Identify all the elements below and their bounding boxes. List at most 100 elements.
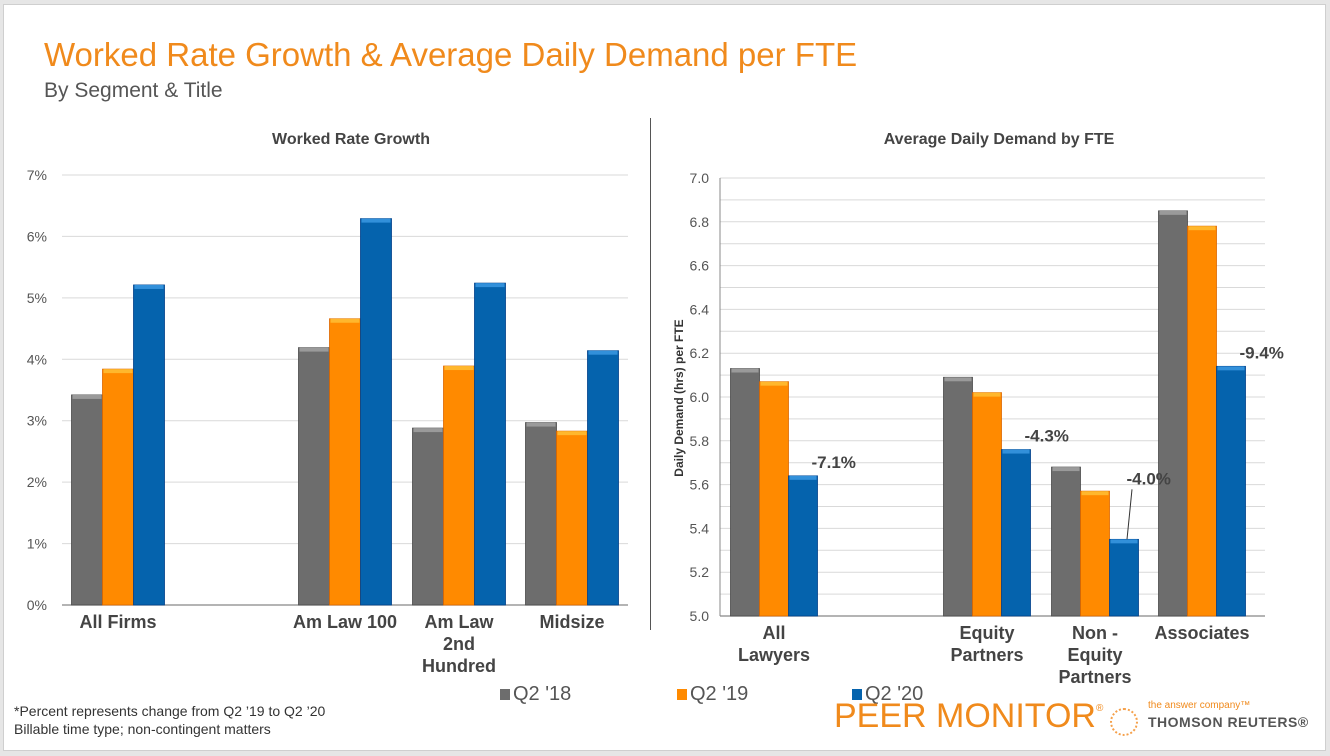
bar-top-highlight xyxy=(413,428,443,433)
x-category-label: Midsize xyxy=(539,612,604,632)
y-axis-title: Daily Demand (hrs) per FTE xyxy=(672,319,686,476)
y-tick-label: 5% xyxy=(27,290,47,306)
x-category-label: 2nd xyxy=(443,634,475,654)
thomson-reuters-dotted-circle-icon xyxy=(1110,708,1138,736)
bar-q220 xyxy=(133,284,165,606)
y-tick-label: 6.0 xyxy=(690,389,710,405)
x-category-label: Non - xyxy=(1072,623,1118,643)
bar-top-highlight xyxy=(588,350,618,355)
bar-top-highlight xyxy=(760,381,788,386)
bar-top-highlight xyxy=(330,318,360,323)
tagline: the answer company™ xyxy=(1148,700,1251,711)
bar-top-highlight xyxy=(1002,449,1030,454)
bar-q218 xyxy=(1158,210,1188,617)
bar-top-highlight xyxy=(444,366,474,371)
y-tick-label: 7.0 xyxy=(690,170,710,186)
x-category-label: Am Law 100 xyxy=(293,612,397,632)
legend-label: Q2 '18 xyxy=(513,683,572,705)
bar-q220 xyxy=(1109,538,1139,617)
page-subtitle: By Segment & Title xyxy=(44,79,223,102)
bar-top-highlight xyxy=(1052,467,1080,472)
x-category-label: Equity xyxy=(959,623,1014,643)
y-tick-label: 3% xyxy=(27,413,47,429)
bar-q219 xyxy=(1187,225,1217,617)
y-tick-label: 2% xyxy=(27,474,47,490)
bar-top-highlight xyxy=(361,218,391,223)
legend-swatch-q2-20 xyxy=(852,689,862,700)
y-tick-label: 6.2 xyxy=(690,345,710,361)
bar-q220 xyxy=(1001,449,1031,617)
bar-top-highlight xyxy=(1217,366,1245,371)
x-category-label: Am Law xyxy=(424,612,494,632)
bar-top-highlight xyxy=(1081,491,1109,496)
bar-q219 xyxy=(1080,490,1110,617)
y-tick-label: 6.6 xyxy=(690,258,710,274)
annotation-leader-line xyxy=(1126,489,1133,540)
legend-swatch-q2-19 xyxy=(677,689,687,700)
bar-q220 xyxy=(587,350,619,606)
legend-label: Q2 '20 xyxy=(865,683,924,705)
chart-title: Average Daily Demand by FTE xyxy=(884,131,1115,148)
y-tick-label: 6% xyxy=(27,228,47,244)
bar-q219 xyxy=(102,368,134,606)
bar-top-highlight xyxy=(789,475,817,480)
chart-divider xyxy=(650,118,651,630)
y-tick-label: 6.4 xyxy=(690,301,710,317)
footnote-percent: *Percent represents change from Q2 ’19 t… xyxy=(14,703,326,719)
registered-mark: ® xyxy=(1095,703,1104,714)
x-category-label: Equity xyxy=(1067,645,1122,665)
bar-q219 xyxy=(972,392,1002,617)
legend-label: Q2 '19 xyxy=(690,683,749,705)
legend-item-q2-20: Q2 '20 xyxy=(852,683,923,706)
bar-q220 xyxy=(788,475,818,617)
bar-top-highlight xyxy=(1188,226,1216,231)
bar-top-highlight xyxy=(1159,210,1187,215)
data-annotation: -4.3% xyxy=(1025,427,1069,446)
y-tick-label: 0% xyxy=(27,597,47,613)
legend-item-q2-19: Q2 '19 xyxy=(677,683,748,706)
bar-top-highlight xyxy=(475,283,505,288)
x-category-label: All xyxy=(762,623,785,643)
y-tick-label: 5.4 xyxy=(690,520,710,536)
thomson-reuters-logo-text: THOMSON REUTERS® xyxy=(1148,714,1309,730)
bar-q218 xyxy=(1051,466,1081,617)
y-tick-label: 5.0 xyxy=(690,608,710,624)
bar-q219 xyxy=(329,318,361,606)
y-tick-label: 1% xyxy=(27,536,47,552)
bar-q220 xyxy=(1216,365,1246,617)
bar-q218 xyxy=(730,368,760,617)
x-category-label: Partners xyxy=(950,645,1023,665)
y-tick-label: 5.6 xyxy=(690,477,710,493)
bar-top-highlight xyxy=(299,347,329,352)
bar-top-highlight xyxy=(103,369,133,374)
data-annotation: -7.1% xyxy=(812,453,856,472)
chart-title: Worked Rate Growth xyxy=(272,131,430,148)
y-tick-label: 5.2 xyxy=(690,564,710,580)
bar-top-highlight xyxy=(944,377,972,382)
bar-q218 xyxy=(298,347,330,606)
bar-q220 xyxy=(474,282,506,606)
bar-q219 xyxy=(443,365,475,606)
bar-q218 xyxy=(525,422,557,606)
slide xyxy=(3,4,1326,751)
bar-top-highlight xyxy=(973,392,1001,397)
bar-q219 xyxy=(556,430,588,606)
x-category-label: All Firms xyxy=(79,612,156,632)
data-annotation: -9.4% xyxy=(1240,343,1284,362)
legend-item-q2-18: Q2 '18 xyxy=(500,683,571,706)
page-title: Worked Rate Growth & Average Daily Deman… xyxy=(44,36,858,73)
y-tick-label: 5.8 xyxy=(690,433,710,449)
x-category-label: Partners xyxy=(1058,667,1131,687)
y-tick-label: 4% xyxy=(27,351,47,367)
peer-monitor-logo: PEER MONITOR® xyxy=(834,697,1103,736)
bar-top-highlight xyxy=(557,431,587,436)
x-category-label: Hundred xyxy=(422,656,496,676)
data-annotation: -4.0% xyxy=(1127,469,1171,488)
y-tick-label: 6.8 xyxy=(690,214,710,230)
bar-q218 xyxy=(943,376,973,617)
peer-monitor-text: PEER MONITOR xyxy=(834,697,1096,735)
bar-q218 xyxy=(71,394,103,606)
bar-top-highlight xyxy=(526,422,556,427)
bar-top-highlight xyxy=(72,394,102,399)
